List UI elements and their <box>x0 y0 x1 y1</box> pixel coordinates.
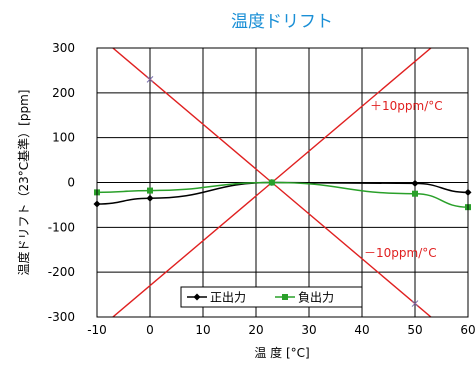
reference-marker <box>411 300 419 307</box>
reference-line-labels: ＋10ppm/°C －10ppm/°C <box>364 99 443 260</box>
data-point <box>146 194 154 202</box>
legend-box <box>180 286 363 308</box>
y-tick-labels: -300 -200 -100 0 100 200 300 <box>48 41 75 324</box>
y-tick-label: -200 <box>48 265 75 279</box>
data-point <box>268 179 275 186</box>
data-point <box>412 190 418 197</box>
data-point <box>147 187 153 194</box>
legend-label: 正出力 <box>210 291 246 305</box>
x-tick-label: 0 <box>146 323 154 337</box>
reference-marker <box>146 76 154 83</box>
reference-label-minus: －10ppm/°C <box>364 246 437 260</box>
reference-line <box>111 48 432 317</box>
y-tick-label: 300 <box>52 41 75 55</box>
y-tick-label: -300 <box>48 310 75 324</box>
y-tick-label: -100 <box>48 220 75 234</box>
reference-lines <box>111 48 432 317</box>
y-tick-label: 0 <box>67 176 75 190</box>
y-axis-label: 温度ドリフト（23°C基準）[ppm] <box>16 90 31 276</box>
reference-label-plus: ＋10ppm/°C <box>370 99 443 113</box>
plot-frame <box>96 47 469 318</box>
x-tick-label: 10 <box>195 323 210 337</box>
x-tick-label: 50 <box>407 323 422 337</box>
x-tick-label: 30 <box>301 323 316 337</box>
x-axis-label: 温 度 [°C] <box>254 345 309 360</box>
data-point <box>411 179 419 187</box>
x-tick-label: 40 <box>354 323 369 337</box>
legend: 正出力 負出力 <box>180 286 363 308</box>
x-tick-label: 20 <box>248 323 263 337</box>
legend-swatch-marker <box>193 293 201 301</box>
y-tick-label: 100 <box>52 131 75 145</box>
x-tick-labels: -10 0 10 20 30 40 50 60 <box>87 323 475 337</box>
chart-title: 温度ドリフト <box>231 12 333 32</box>
x-tick-label: -10 <box>87 323 107 337</box>
reference-line <box>111 48 432 317</box>
x-tick-label: 60 <box>460 323 475 337</box>
y-tick-label: 200 <box>52 86 75 100</box>
legend-label: 負出力 <box>298 291 334 305</box>
legend-swatch-marker <box>282 294 288 300</box>
